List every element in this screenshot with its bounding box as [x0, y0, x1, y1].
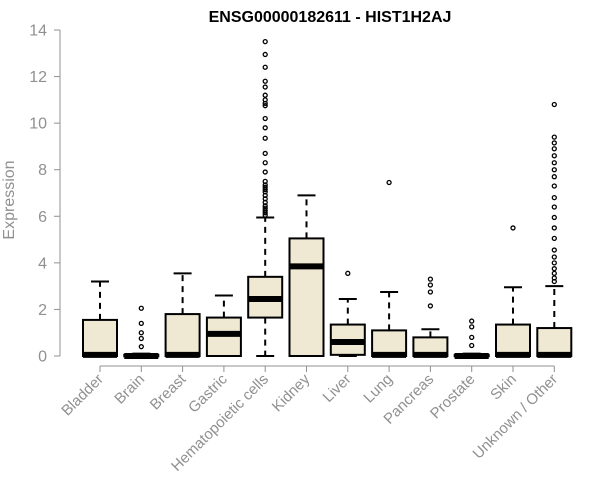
outlier-point	[551, 275, 557, 281]
outlier-point	[262, 103, 268, 109]
y-tick-label: 6	[38, 209, 47, 226]
y-tick-label: 4	[38, 255, 47, 272]
outlier-point	[427, 303, 434, 309]
box-pancreas	[412, 276, 449, 358]
box-iqr	[288, 237, 325, 358]
outlier-point	[138, 335, 144, 342]
outlier-point	[551, 254, 557, 260]
outlier-point	[138, 320, 144, 327]
outlier-point	[345, 270, 351, 276]
box-lung	[371, 179, 408, 358]
outlier-point	[262, 212, 268, 218]
outlier-point	[551, 225, 557, 231]
box-iqr	[82, 318, 118, 357]
outlier-point	[427, 276, 434, 282]
x-tick-label: Kidney	[269, 370, 314, 415]
outlier-point	[551, 167, 557, 173]
outlier-point	[262, 189, 268, 195]
outlier-point	[262, 125, 268, 131]
box-brain	[123, 305, 160, 359]
box-unknown-other	[536, 101, 573, 358]
outlier-point	[262, 64, 268, 70]
outlier-point	[469, 342, 475, 349]
outlier-point	[551, 146, 557, 152]
box-hematopoietic-cells	[247, 38, 284, 357]
outlier-point	[138, 344, 144, 350]
outlier-point	[551, 174, 557, 180]
box-gastric	[205, 294, 242, 358]
y-tick-label: 0	[38, 349, 47, 366]
outlier-point	[262, 184, 268, 190]
outlier-point	[551, 140, 557, 146]
x-tick-label: Lung	[360, 371, 396, 407]
x-tick-label: Liver	[320, 371, 355, 406]
outlier-point	[551, 247, 557, 253]
outlier-point	[262, 160, 268, 166]
box-iqr	[536, 327, 573, 357]
outlier-point	[262, 178, 268, 185]
outlier-point	[427, 282, 434, 288]
box-bladder	[82, 280, 118, 358]
outlier-point	[551, 101, 557, 108]
y-tick-label: 2	[38, 302, 47, 319]
chart-title: ENSG00000182611 - HIST1H2AJ	[209, 9, 452, 26]
outlier-point	[262, 115, 268, 122]
outlier-point	[262, 135, 268, 141]
outlier-point	[551, 260, 557, 266]
y-axis: 0 2 4 6 8 10 12 14	[29, 23, 61, 366]
outlier-point	[551, 183, 557, 189]
outlier-point	[262, 210, 268, 216]
x-tick-label: Bladder	[58, 371, 107, 420]
outlier-point	[262, 169, 268, 175]
outlier-point	[138, 330, 144, 336]
outlier-point	[551, 204, 557, 210]
outlier-point	[262, 97, 268, 103]
box-skin	[495, 225, 531, 358]
box-breast	[164, 272, 201, 358]
box-iqr	[495, 323, 531, 358]
outlier-point	[551, 160, 557, 166]
outlier-point	[262, 84, 268, 90]
outlier-point	[551, 270, 557, 276]
y-tick-label: 12	[29, 69, 47, 86]
box-liver	[329, 270, 366, 357]
outlier-point	[386, 179, 392, 186]
box-iqr	[164, 313, 201, 358]
outlier-point	[551, 134, 557, 140]
box-prostate	[453, 318, 490, 359]
outlier-point	[262, 205, 268, 211]
x-tick-label: Prostate	[427, 371, 479, 423]
box-kidney	[288, 194, 325, 358]
box-iqr	[371, 329, 408, 357]
outlier-point	[551, 235, 557, 242]
outlier-point	[551, 266, 557, 272]
outlier-point	[138, 305, 144, 311]
y-tick-label: 10	[29, 116, 47, 133]
x-tick-label: Breast	[147, 370, 190, 413]
outlier-point	[427, 289, 434, 295]
outlier-point	[551, 214, 557, 221]
outlier-point	[510, 225, 516, 231]
y-tick-label: 14	[29, 23, 47, 40]
outlier-point	[262, 92, 268, 98]
outlier-point	[262, 78, 268, 84]
outlier-point	[551, 153, 557, 159]
outlier-point	[469, 318, 475, 324]
outlier-point	[469, 324, 475, 330]
outlier-point	[469, 334, 475, 341]
outlier-point	[262, 150, 268, 157]
outlier-point	[551, 195, 557, 201]
outlier-point	[262, 51, 268, 58]
x-tick-label: Skin	[487, 371, 520, 404]
outlier-point	[262, 186, 268, 193]
y-axis-label: Expression	[1, 160, 18, 239]
y-tick-label: 8	[38, 162, 47, 179]
x-tick-label: Brain	[111, 371, 148, 408]
outlier-point	[262, 207, 268, 214]
boxes-layer	[82, 38, 573, 359]
outlier-point	[262, 38, 268, 45]
